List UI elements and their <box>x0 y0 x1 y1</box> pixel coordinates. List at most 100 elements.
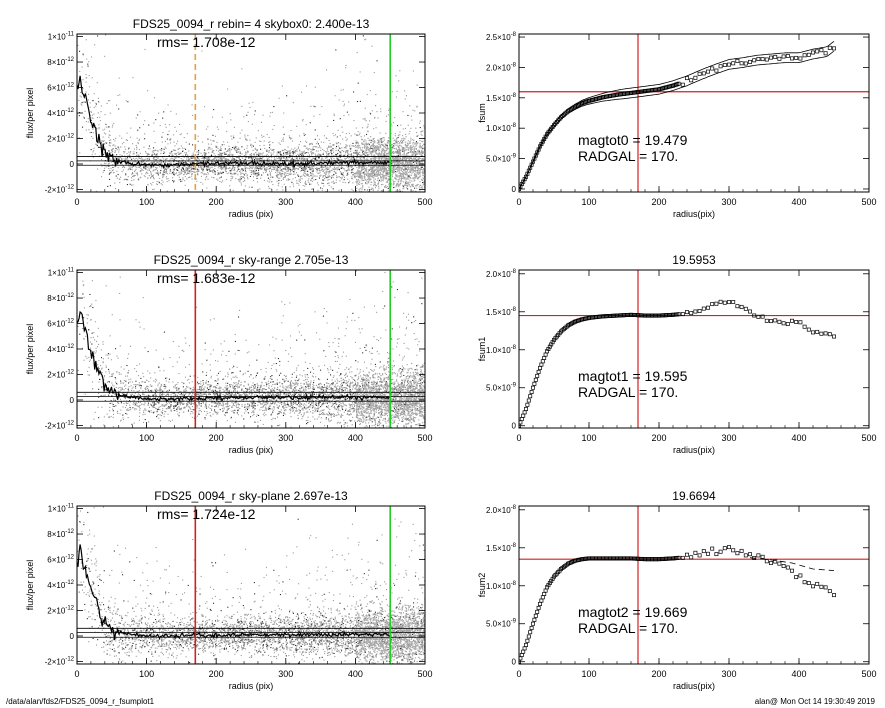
scatter-point <box>286 167 288 169</box>
band-point <box>356 152 358 154</box>
band-point <box>419 140 421 142</box>
scatter-point <box>301 153 303 155</box>
scatter-point <box>111 150 113 152</box>
scatter-point <box>331 181 333 183</box>
scatter-point <box>148 166 150 168</box>
scatter-point <box>89 132 91 134</box>
scatter-point <box>372 173 374 175</box>
scatter-point <box>220 159 222 161</box>
scatter-point <box>125 174 127 176</box>
scatter-point <box>191 161 193 163</box>
scatter-point <box>152 170 154 172</box>
scatter-point <box>290 130 292 132</box>
band-point <box>397 158 399 160</box>
scatter-point <box>313 161 315 163</box>
scatter-point <box>147 177 149 179</box>
scatter-point <box>213 177 215 179</box>
scatter-point <box>336 136 338 138</box>
scatter-point <box>348 159 350 161</box>
scatter-point <box>139 163 141 165</box>
scatter-point <box>290 169 292 171</box>
scatter-point <box>302 169 304 171</box>
band-point <box>416 153 418 155</box>
scatter-point <box>176 166 178 168</box>
scatter-point <box>164 158 166 160</box>
scatter-point <box>240 172 242 174</box>
scatter-point <box>137 114 139 116</box>
scatter-point <box>345 133 347 135</box>
scatter-point <box>208 146 210 148</box>
scatter-point <box>402 172 404 174</box>
band-point <box>372 189 374 192</box>
scatter-point <box>292 151 294 153</box>
scatter-point <box>233 161 235 163</box>
band-point <box>383 176 385 178</box>
scatter-point <box>325 168 327 170</box>
band-point <box>396 184 398 186</box>
scatter-point <box>391 148 393 150</box>
scatter-point <box>171 153 173 155</box>
scatter-point <box>283 154 285 156</box>
scatter-point <box>206 169 208 171</box>
scatter-point <box>221 161 223 163</box>
scatter-point <box>181 171 183 173</box>
scatter-point <box>396 161 398 163</box>
scatter-point <box>230 135 232 137</box>
band-point <box>363 165 365 167</box>
scatter-point <box>405 136 407 138</box>
scatter-point <box>367 189 369 191</box>
band-point <box>391 176 394 178</box>
scatter-point <box>239 178 241 180</box>
scatter-point <box>305 134 307 136</box>
scatter-point <box>205 153 207 155</box>
scatter-point <box>89 86 91 88</box>
scatter-point <box>192 163 194 165</box>
scatter-point <box>231 177 233 179</box>
scatter-point <box>275 166 277 168</box>
scatter-point <box>388 108 390 110</box>
band-point <box>417 161 419 163</box>
scatter-point <box>181 173 183 175</box>
scatter-point <box>344 154 346 156</box>
scatter-point <box>310 105 312 107</box>
scatter-point <box>125 158 127 160</box>
band-point <box>417 167 419 169</box>
scatter-point <box>414 161 416 163</box>
scatter-point <box>186 133 188 135</box>
band-point <box>357 147 359 149</box>
band-point <box>363 153 365 155</box>
scatter-point <box>404 98 406 100</box>
band-point <box>367 177 369 180</box>
scatter-point <box>108 136 110 138</box>
scatter-point <box>364 119 366 121</box>
scatter-point <box>338 168 340 170</box>
scatter-point <box>260 158 262 160</box>
scatter-point <box>120 157 122 159</box>
band-point <box>404 176 406 178</box>
band-point <box>402 128 404 130</box>
band-point <box>359 177 361 179</box>
scatter-point <box>171 173 173 175</box>
scatter-point <box>277 177 279 179</box>
scatter-point <box>102 154 104 156</box>
scatter-point <box>410 163 412 165</box>
scatter-point <box>114 145 116 147</box>
scatter-point <box>311 159 313 161</box>
scatter-point <box>385 186 387 188</box>
scatter-point <box>303 158 305 160</box>
band-point <box>409 146 411 148</box>
scatter-point <box>153 165 155 167</box>
scatter-point <box>172 170 174 172</box>
scatter-point <box>370 142 372 144</box>
scatter-point <box>312 168 314 170</box>
scatter-point <box>224 157 226 159</box>
band-point <box>405 157 408 159</box>
scatter-point <box>242 181 244 183</box>
band-point <box>361 147 364 149</box>
scatter-point <box>410 139 412 141</box>
scatter-point <box>235 158 237 160</box>
scatter-point <box>86 58 88 60</box>
scatter-point <box>164 146 166 148</box>
scatter-point <box>324 204 325 205</box>
scatter-point <box>171 150 173 152</box>
